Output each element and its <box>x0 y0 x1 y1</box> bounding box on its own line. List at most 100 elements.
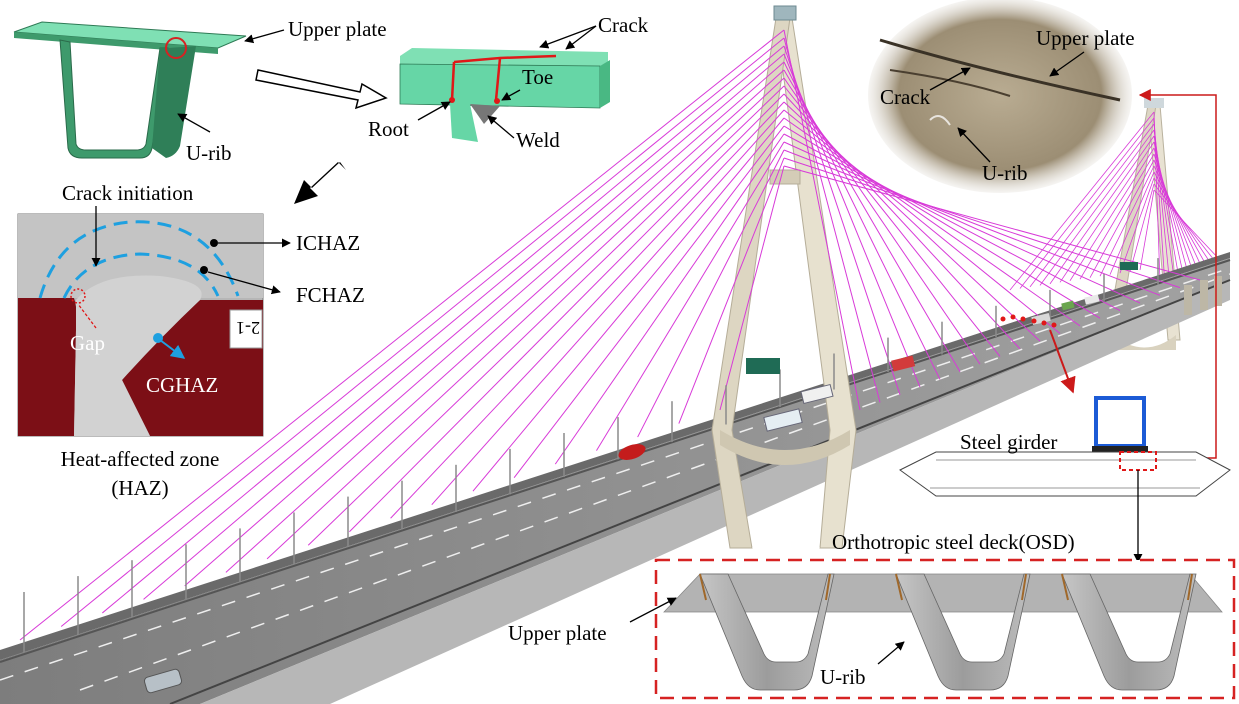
cable <box>1029 123 1155 288</box>
red-car <box>618 444 646 460</box>
cable <box>102 45 785 614</box>
cable <box>1153 189 1221 261</box>
cable <box>1153 177 1212 264</box>
cable <box>472 117 785 492</box>
cable <box>1129 183 1155 272</box>
cable <box>1089 159 1155 278</box>
cable <box>1153 159 1198 269</box>
deck-to-girder-arrow <box>1049 329 1076 394</box>
zoom-arrow <box>255 69 388 110</box>
cable <box>1069 147 1155 281</box>
main-cables <box>19 29 1201 641</box>
cable <box>1019 117 1155 289</box>
red-truck <box>891 355 916 372</box>
specimen-tag-text: 2-1 <box>236 318 260 338</box>
cable <box>390 101 785 519</box>
label-gap: Gap <box>70 331 105 355</box>
osd-u-rib <box>699 573 835 691</box>
cable <box>783 85 1001 357</box>
cable <box>783 101 1041 342</box>
label-cghaz: CGHAZ <box>146 373 218 397</box>
main-pylon <box>711 5 857 549</box>
cable <box>513 125 785 478</box>
crack-photo: Upper plate Crack U-rib <box>868 0 1135 193</box>
label-root: Root <box>368 117 409 141</box>
osd-panel: Orthotropic steel deck(OSD) Upper plate … <box>508 530 1236 700</box>
steel-girder: Steel girder <box>899 396 1231 563</box>
road-sign <box>746 358 780 374</box>
osd-weld <box>825 573 831 601</box>
specimen-tag <box>229 309 263 349</box>
cable <box>1109 171 1155 275</box>
truck-icon <box>1094 396 1146 448</box>
cable <box>1153 171 1207 266</box>
cable <box>1153 141 1184 274</box>
urib-3d-model: Upper plate U-rib <box>13 17 387 165</box>
cable <box>1139 189 1155 271</box>
label-weld: Weld <box>516 128 560 152</box>
cable <box>783 29 861 411</box>
cable <box>307 85 785 546</box>
osd-weld <box>1187 573 1193 601</box>
cable <box>1153 147 1189 272</box>
cable <box>184 61 785 587</box>
label-photo-upper-plate: Upper plate <box>1036 26 1135 50</box>
label-crack-initiation: Crack initiation <box>62 181 194 205</box>
label-osd: Orthotropic steel deck(OSD) <box>832 530 1075 554</box>
osd-weld <box>1061 573 1069 601</box>
cable <box>596 141 785 451</box>
label-photo-u-rib: U-rib <box>982 161 1028 185</box>
osd-weld <box>1021 573 1027 601</box>
bus-2 <box>800 383 834 405</box>
cable <box>1153 165 1202 267</box>
cable <box>60 37 785 627</box>
bridge-scene <box>0 5 1231 704</box>
cable <box>719 165 785 411</box>
osd-weld <box>699 573 707 601</box>
osd-ribs <box>699 573 1197 691</box>
vehicles <box>143 262 1138 694</box>
cable <box>678 157 785 424</box>
label-ichaz: ICHAZ <box>296 231 360 255</box>
black-down-arrow <box>294 162 346 204</box>
bus-1 <box>763 408 803 432</box>
grey-van <box>143 668 183 694</box>
label-osd-u-rib: U-rib <box>820 665 866 689</box>
label-haz-line2: (HAZ) <box>111 476 168 500</box>
label-haz-line1: Heat-affected zone <box>61 447 220 471</box>
cable <box>431 109 785 506</box>
osd-u-rib <box>895 573 1031 691</box>
cable <box>783 125 1101 319</box>
osd-u-rib <box>1061 573 1197 691</box>
label-crack-top: Crack <box>598 13 649 37</box>
cable <box>1099 165 1155 277</box>
weld-bead <box>470 104 500 124</box>
osd-weld <box>895 573 903 601</box>
weld-callout-circle <box>165 37 187 59</box>
light-poles <box>23 258 1159 652</box>
cable <box>225 69 785 573</box>
cable <box>1153 153 1193 271</box>
ichaz-boundary <box>38 220 240 299</box>
cable <box>1059 141 1155 283</box>
cable <box>783 37 881 403</box>
cable <box>783 141 1141 304</box>
haz-micrograph: Crack initiation 2-1 ICHAZ FCHAZ Gap CGH… <box>17 181 365 500</box>
cable <box>783 157 1181 289</box>
label-photo-crack: Crack <box>880 85 931 109</box>
label-fchaz: FCHAZ <box>296 283 365 307</box>
cable <box>783 133 1121 312</box>
cable <box>783 93 1021 350</box>
cable <box>143 53 785 600</box>
fchaz-boundary <box>62 252 220 299</box>
cable <box>554 133 785 465</box>
cable <box>1119 177 1155 274</box>
label-upper-plate-top: Upper plate <box>288 17 387 41</box>
label-toe: Toe <box>522 65 553 89</box>
label-osd-upper-plate: Upper plate <box>508 621 607 645</box>
weld-detail-model: Crack Toe Root Weld <box>368 13 649 152</box>
cable <box>1009 111 1155 291</box>
cable <box>266 77 785 560</box>
cable <box>349 93 785 533</box>
